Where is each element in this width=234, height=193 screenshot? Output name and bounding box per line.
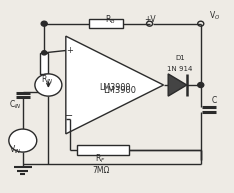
Circle shape xyxy=(35,74,62,96)
Circle shape xyxy=(9,129,37,152)
Polygon shape xyxy=(168,74,187,96)
Text: R$_F$: R$_F$ xyxy=(95,152,106,165)
Circle shape xyxy=(198,21,204,26)
Circle shape xyxy=(42,51,47,55)
Text: +: + xyxy=(66,46,73,55)
Text: LM3900: LM3900 xyxy=(99,83,130,92)
Text: C$_{IN}$: C$_{IN}$ xyxy=(9,99,22,111)
Text: V$_{IN}$: V$_{IN}$ xyxy=(9,144,22,156)
Text: 7MΩ: 7MΩ xyxy=(92,166,110,175)
Text: −: − xyxy=(65,111,73,121)
Text: +V: +V xyxy=(144,15,155,24)
Bar xyxy=(40,53,48,74)
Circle shape xyxy=(41,21,47,26)
Circle shape xyxy=(146,21,153,26)
Text: R$_{IN}$: R$_{IN}$ xyxy=(41,73,54,85)
Polygon shape xyxy=(66,36,164,134)
Text: V$_O$: V$_O$ xyxy=(209,10,220,22)
Bar xyxy=(77,145,129,155)
Text: C: C xyxy=(212,96,217,105)
Text: 1N 914: 1N 914 xyxy=(167,66,193,72)
Text: LM3900: LM3900 xyxy=(103,86,136,95)
Bar xyxy=(89,19,123,29)
Text: D1: D1 xyxy=(175,55,185,61)
Text: R$_B$: R$_B$ xyxy=(105,14,115,26)
Circle shape xyxy=(198,83,204,87)
